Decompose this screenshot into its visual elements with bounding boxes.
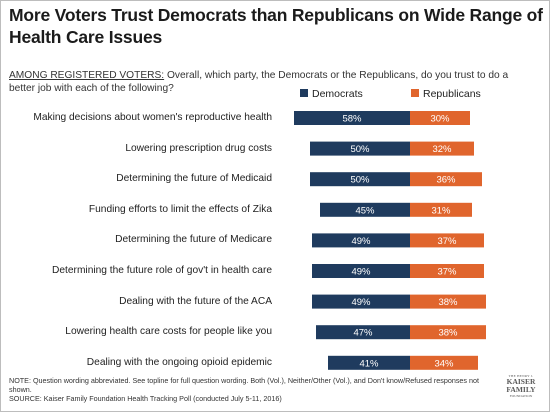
bar-republicans xyxy=(410,355,478,370)
logo-line-2: KAISER xyxy=(506,377,536,386)
data-label-democrats: 47% xyxy=(353,328,373,339)
bar-democrats xyxy=(328,355,410,370)
data-label-democrats: 49% xyxy=(351,297,371,308)
category-label: Determining the future of Medicare xyxy=(115,234,272,246)
bar-democrats xyxy=(310,172,410,187)
logo-line-4: FOUNDATION xyxy=(509,394,533,398)
subtitle-lead: AMONG REGISTERED VOTERS: xyxy=(9,70,165,81)
data-label-republicans: 31% xyxy=(431,205,451,216)
bar-democrats xyxy=(310,141,410,156)
bar-democrats xyxy=(312,233,410,248)
data-label-democrats: 50% xyxy=(350,175,370,186)
logo-line-3: FAMILY xyxy=(506,385,536,394)
data-label-republicans: 37% xyxy=(437,236,457,247)
bar-republicans xyxy=(410,141,474,156)
category-label: Determining the future of Medicaid xyxy=(116,173,272,185)
bar-democrats xyxy=(320,202,410,217)
legend-label-democrats: Democrats xyxy=(312,88,363,100)
legend-swatch-republicans xyxy=(411,89,419,97)
subtitle-question: Overall, which party, the Democrats or t… xyxy=(9,70,509,94)
note-text: NOTE: Question wording abbreviated. See … xyxy=(9,376,480,394)
chart-subtitle: AMONG REGISTERED VOTERS: Overall, which … xyxy=(9,69,529,95)
category-label: Determining the future role of gov't in … xyxy=(52,265,272,276)
data-label-republicans: 37% xyxy=(437,267,457,278)
bar-republicans xyxy=(410,294,486,309)
data-label-republicans: 38% xyxy=(438,328,458,339)
data-label-republicans: 30% xyxy=(430,114,450,125)
source-text: SOURCE: Kaiser Family Foundation Health … xyxy=(9,394,282,403)
data-label-democrats: 49% xyxy=(351,236,371,247)
legend-item-democrats: Democrats xyxy=(300,88,363,100)
bar-republicans xyxy=(410,172,482,187)
bar-democrats xyxy=(316,325,410,340)
category-label: Funding efforts to limit the effects of … xyxy=(88,203,272,215)
bar-republicans xyxy=(410,264,484,278)
bar-democrats xyxy=(312,264,410,278)
bar-republicans xyxy=(410,202,472,217)
data-label-democrats: 49% xyxy=(351,267,371,278)
bar-democrats xyxy=(294,111,410,125)
category-label: Dealing with the future of the ACA xyxy=(119,295,272,307)
category-label: Lowering health care costs for people li… xyxy=(65,326,272,338)
data-label-republicans: 36% xyxy=(436,175,456,186)
data-label-republicans: 34% xyxy=(434,358,454,369)
data-label-democrats: 58% xyxy=(342,114,362,125)
legend-item-republicans: Republicans xyxy=(411,88,481,100)
bar-democrats xyxy=(312,294,410,309)
data-label-republicans: 38% xyxy=(438,297,458,308)
bar-republicans xyxy=(410,111,470,125)
legend-swatch-democrats xyxy=(300,89,308,97)
category-label: Making decisions about women's reproduct… xyxy=(33,112,272,123)
data-label-republicans: 32% xyxy=(432,144,452,155)
data-label-democrats: 50% xyxy=(350,144,370,155)
bar-republicans xyxy=(410,233,484,248)
bar-republicans xyxy=(410,325,486,340)
category-label: Dealing with the ongoing opioid epidemic xyxy=(86,356,272,368)
legend-label-republicans: Republicans xyxy=(423,88,481,100)
kff-logo: THE HENRY J. KAISER FAMILY FOUNDATION xyxy=(500,374,542,404)
category-label: Lowering prescription drug costs xyxy=(125,142,272,154)
logo-line-1: THE HENRY J. xyxy=(508,374,534,378)
data-label-democrats: 45% xyxy=(355,205,375,216)
chart-title: More Voters Trust Democrats than Republi… xyxy=(9,5,543,47)
data-label-democrats: 41% xyxy=(359,358,379,369)
footnotes: NOTE: Question wording abbreviated. See … xyxy=(9,376,489,403)
